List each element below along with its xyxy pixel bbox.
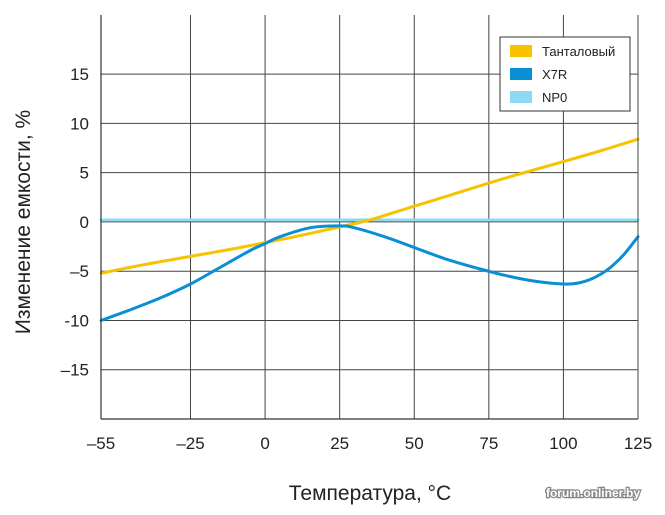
y-tick-label: –5 bbox=[70, 262, 89, 281]
series-lines bbox=[99, 137, 640, 322]
x-tick-label: 25 bbox=[330, 434, 349, 453]
x-axis-label: Температура, °C bbox=[289, 482, 451, 505]
y-tick-label: 10 bbox=[70, 114, 89, 133]
x-tick-label: 50 bbox=[405, 434, 424, 453]
x-tick-label: 75 bbox=[479, 434, 498, 453]
x-tick-label: 125 bbox=[624, 434, 652, 453]
legend-label: X7R bbox=[542, 67, 567, 82]
watermark: forum.onliner.by bbox=[546, 486, 640, 500]
y-axis-label: Изменение емкости, % bbox=[12, 110, 35, 334]
series-line-x7r bbox=[99, 224, 640, 322]
y-tick-label: –15 bbox=[61, 361, 89, 380]
y-tick-label: 0 bbox=[80, 213, 89, 232]
series-line-tantalum bbox=[99, 137, 640, 275]
y-tick-label: 15 bbox=[70, 65, 89, 84]
x-tick-label: 100 bbox=[549, 434, 577, 453]
x-tick-label: –25 bbox=[176, 434, 204, 453]
x-tick-labels: –55 –25 0 25 50 75 100 125 bbox=[87, 434, 652, 453]
y-tick-label: -10 bbox=[64, 311, 89, 330]
x-tick-label: 0 bbox=[260, 434, 269, 453]
y-tick-label: 5 bbox=[80, 164, 89, 183]
legend-label: Танталовый bbox=[542, 44, 615, 59]
plot-frame bbox=[100, 15, 639, 420]
legend-swatch bbox=[510, 68, 532, 80]
legend-label: NP0 bbox=[542, 90, 567, 105]
x-tick-label: –55 bbox=[87, 434, 115, 453]
legend-swatch bbox=[510, 91, 532, 103]
legend-swatch bbox=[510, 45, 532, 57]
legend: Танталовый X7R NP0 bbox=[499, 36, 631, 112]
y-tick-labels: –15 -10 –5 0 5 10 15 bbox=[61, 65, 89, 380]
